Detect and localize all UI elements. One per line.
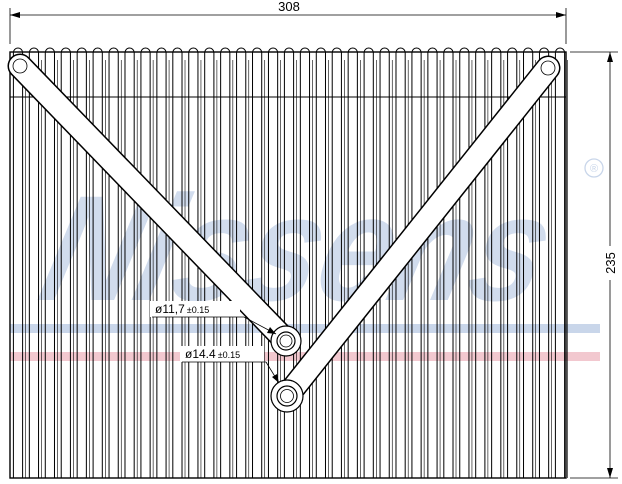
fin-tube [538,47,550,478]
fin-tube [554,47,566,478]
inlet-port [270,325,302,357]
fin-tube [12,47,24,478]
fin-tube [523,47,534,478]
fin-tube [188,47,199,478]
watermark-blue-stripe [10,324,600,333]
registered-mark: ® [590,163,598,175]
fin-tube [475,47,486,478]
fin-tube [124,47,135,478]
outlet-port [270,379,304,413]
fin-tube [252,47,263,478]
fin-tube [236,47,247,478]
fin-tube [220,47,231,478]
fin-tube [28,47,40,478]
fin-tube [363,47,374,478]
fin-tube [331,47,342,478]
fin-tube [283,47,295,478]
fin-tube [347,47,358,478]
fin-tube [299,47,311,478]
fin-tube [60,47,71,478]
height-label: 235 [603,252,618,274]
svg-text:ø14.4±0.15: ø14.4 ±0.15 [185,347,240,361]
core-outline [9,51,567,479]
fin-tube [507,47,518,478]
outlet-diameter-tolerance: ±0.15 [218,350,240,360]
height-dimension: 235 [570,51,618,479]
inlet-diameter-callout: ø11,7 ±0.15 [150,301,277,335]
width-dimension: 308 [9,0,567,44]
fin-tube [411,47,422,478]
watermark: Nissens ® [10,158,604,361]
fin-tube [427,47,438,478]
registered-mark-circle [584,158,604,178]
inlet-pipe [9,55,297,352]
fin-tube [267,47,279,478]
refrigerant-pipes [7,53,561,413]
fin-tube [443,47,454,478]
fin-tube [156,47,167,478]
inlet-pipe-end [12,58,28,74]
fin-tube [395,47,406,478]
inlet-diameter-label: ø11,7 [155,302,185,316]
watermark-text: Nissens [27,165,569,332]
fin-tube [491,47,502,478]
fin-tube [315,47,326,478]
fin-tube [92,47,103,478]
fin-tube [172,47,183,478]
fin-tube [459,47,470,478]
fin-tube [108,47,119,478]
fin-tube [140,47,151,478]
fin-tube [204,47,215,478]
svg-text:ø11,7±0.15: ø11,7 ±0.15 [155,302,209,316]
outlet-pipe-end [540,60,556,76]
width-label: 308 [278,0,300,14]
outlet-pipe [276,57,559,407]
fin-tube [44,47,55,478]
fin-tube [379,47,390,478]
fin-tube [76,47,87,478]
outlet-diameter-label: ø14.4 [185,347,216,361]
inlet-diameter-tolerance: ±0.15 [187,305,209,315]
outlet-diameter-callout: ø14.4 ±0.15 [180,346,280,384]
